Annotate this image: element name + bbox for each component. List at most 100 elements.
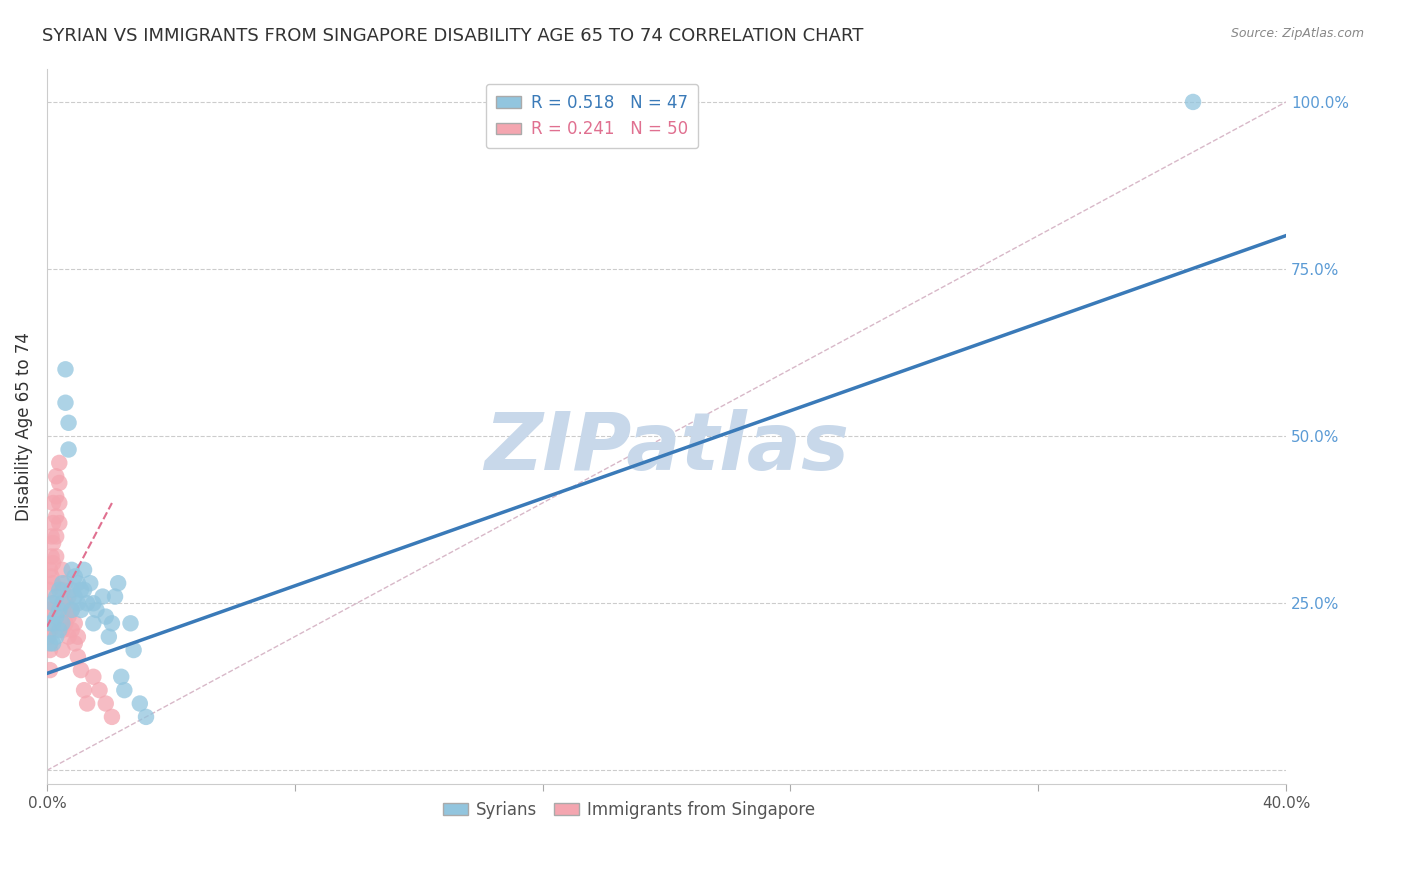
Point	[45, 469, 67, 483]
Point	[41, 529, 63, 543]
Point	[76, 596, 98, 610]
Point	[48, 603, 70, 617]
Point	[55, 362, 77, 376]
Point	[104, 590, 127, 604]
Point	[55, 596, 77, 610]
Point	[63, 569, 86, 583]
Point	[42, 496, 65, 510]
Point	[79, 576, 101, 591]
Point	[120, 616, 142, 631]
Point	[55, 395, 77, 409]
Point	[97, 630, 120, 644]
Point	[73, 563, 96, 577]
Point	[60, 582, 83, 597]
Point	[60, 603, 83, 617]
Point	[45, 489, 67, 503]
Y-axis label: Disability Age 65 to 74: Disability Age 65 to 74	[15, 332, 32, 521]
Point	[39, 643, 62, 657]
Point	[39, 603, 62, 617]
Text: ZIPatlas: ZIPatlas	[484, 409, 849, 486]
Point	[51, 576, 73, 591]
Point	[39, 616, 62, 631]
Point	[60, 623, 83, 637]
Point	[89, 683, 111, 698]
Point	[82, 616, 104, 631]
Point	[42, 536, 65, 550]
Point	[70, 603, 93, 617]
Point	[48, 456, 70, 470]
Point	[58, 442, 80, 457]
Point	[58, 630, 80, 644]
Point	[107, 576, 129, 591]
Point	[42, 616, 65, 631]
Point	[112, 683, 135, 698]
Point	[51, 623, 73, 637]
Point	[101, 710, 124, 724]
Point	[42, 576, 65, 591]
Point	[42, 556, 65, 570]
Point	[58, 590, 80, 604]
Point	[94, 697, 117, 711]
Point	[39, 636, 62, 650]
Point	[51, 596, 73, 610]
Point	[55, 616, 77, 631]
Point	[51, 643, 73, 657]
Point	[48, 496, 70, 510]
Point	[70, 582, 93, 597]
Point	[41, 549, 63, 564]
Point	[51, 582, 73, 597]
Point	[128, 697, 150, 711]
Point	[55, 576, 77, 591]
Point	[39, 563, 62, 577]
Point	[48, 623, 70, 637]
Point	[60, 603, 83, 617]
Point	[45, 509, 67, 524]
Text: SYRIAN VS IMMIGRANTS FROM SINGAPORE DISABILITY AGE 65 TO 74 CORRELATION CHART: SYRIAN VS IMMIGRANTS FROM SINGAPORE DISA…	[42, 27, 863, 45]
Point	[48, 475, 70, 490]
Point	[110, 670, 132, 684]
Point	[63, 590, 86, 604]
Point	[122, 643, 145, 657]
Point	[1182, 95, 1205, 109]
Point	[94, 609, 117, 624]
Legend: Syrians, Immigrants from Singapore: Syrians, Immigrants from Singapore	[436, 794, 823, 825]
Point	[42, 596, 65, 610]
Point	[73, 683, 96, 698]
Point	[86, 603, 108, 617]
Point	[39, 663, 62, 677]
Point	[42, 596, 65, 610]
Point	[76, 697, 98, 711]
Point	[66, 649, 89, 664]
Point	[63, 636, 86, 650]
Point	[37, 630, 59, 644]
Point	[73, 582, 96, 597]
Point	[45, 529, 67, 543]
Point	[82, 670, 104, 684]
Point	[51, 563, 73, 577]
Point	[66, 576, 89, 591]
Point	[45, 590, 67, 604]
Point	[66, 596, 89, 610]
Point	[48, 582, 70, 597]
Point	[60, 563, 83, 577]
Point	[41, 569, 63, 583]
Point	[135, 710, 157, 724]
Point	[70, 663, 93, 677]
Point	[63, 616, 86, 631]
Point	[42, 516, 65, 530]
Point	[58, 609, 80, 624]
Point	[42, 636, 65, 650]
Point	[51, 603, 73, 617]
Point	[91, 590, 114, 604]
Point	[39, 623, 62, 637]
Point	[45, 630, 67, 644]
Point	[39, 582, 62, 597]
Point	[48, 516, 70, 530]
Point	[37, 603, 59, 617]
Point	[66, 630, 89, 644]
Point	[82, 596, 104, 610]
Point	[45, 549, 67, 564]
Point	[45, 609, 67, 624]
Text: Source: ZipAtlas.com: Source: ZipAtlas.com	[1230, 27, 1364, 40]
Point	[101, 616, 124, 631]
